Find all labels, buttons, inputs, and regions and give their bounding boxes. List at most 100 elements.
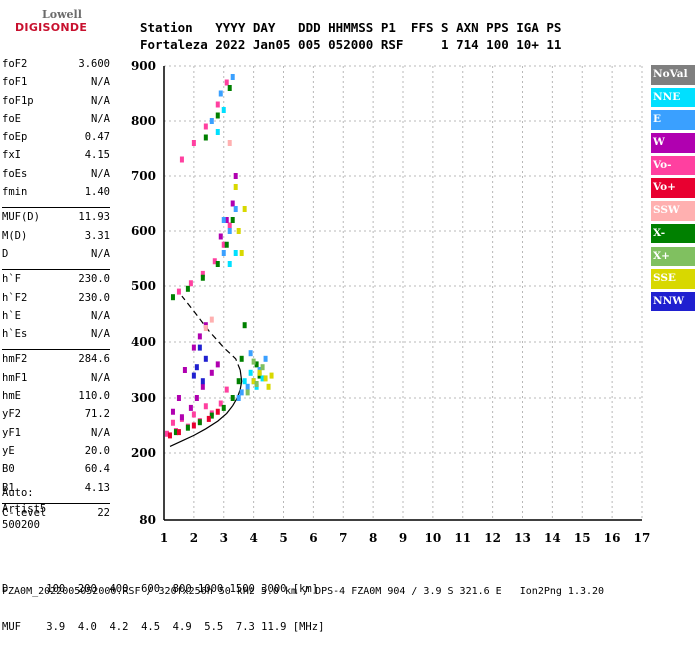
param-row: hmE 110.0 bbox=[2, 390, 110, 408]
param-label: fmin bbox=[2, 186, 28, 199]
echo-point-x bbox=[197, 419, 202, 426]
param-label: h`Es bbox=[2, 328, 28, 341]
echo-point-x bbox=[242, 322, 247, 329]
x-tick-label: 7 bbox=[339, 531, 347, 545]
param-row: D N/A bbox=[2, 248, 110, 266]
param-label: foF1 bbox=[2, 76, 28, 89]
param-label: h`E bbox=[2, 309, 21, 322]
echo-point-vo bbox=[224, 386, 229, 393]
param-row: MUF(D) 11.93 bbox=[2, 211, 110, 229]
echo-point-x bbox=[254, 361, 259, 368]
muf-table: D 100 200 400 600 800 1000 1500 3000 [km… bbox=[2, 558, 324, 646]
echo-point-nnw bbox=[200, 378, 205, 385]
echo-point-x bbox=[236, 378, 241, 385]
y-tick-label: 500 bbox=[131, 279, 156, 293]
param-label: h`F2 bbox=[2, 291, 28, 304]
param-row: hmF1 N/A bbox=[2, 372, 110, 390]
echo-point-nne bbox=[260, 375, 265, 382]
param-row: foEs N/A bbox=[2, 168, 110, 186]
echo-point-nne bbox=[248, 369, 253, 376]
echo-point-e bbox=[230, 74, 235, 80]
echo-point-vo bbox=[215, 101, 220, 108]
param-value: N/A bbox=[91, 371, 110, 384]
echo-point-nnw bbox=[194, 364, 199, 371]
y-tick-label: 900 bbox=[131, 59, 156, 73]
param-value: N/A bbox=[91, 76, 110, 89]
echo-point-x bbox=[209, 412, 214, 419]
param-label: MUF(D) bbox=[2, 211, 40, 224]
ionogram-chart: 1 2 3 4 5 6 7 8 9 10 11 12 13 14 15 16 17802003004005006… bbox=[131, 59, 650, 545]
electron-density-profile bbox=[169, 369, 243, 447]
echo-point-ssw bbox=[203, 325, 208, 331]
echo-point-w bbox=[176, 395, 181, 401]
param-value: N/A bbox=[91, 309, 110, 322]
echo-point-x bbox=[203, 134, 208, 141]
echo-point-sse bbox=[239, 250, 244, 256]
y-tick-label: 700 bbox=[131, 169, 156, 183]
echo-point-vo bbox=[191, 411, 196, 418]
x-tick-label: 10 bbox=[425, 531, 442, 545]
echo-point-vo bbox=[215, 408, 220, 415]
param-label: yE bbox=[2, 444, 15, 457]
param-row: C-level 22 bbox=[2, 507, 110, 525]
y-tick-label: 80 bbox=[139, 513, 156, 527]
echo-point-e bbox=[218, 90, 223, 97]
legend-item-nne: NNE bbox=[651, 87, 695, 108]
echo-point-vo bbox=[191, 422, 196, 429]
echo-point-x bbox=[200, 274, 205, 281]
param-value: 0.47 bbox=[84, 131, 110, 144]
param-row: fxI 4.15 bbox=[2, 149, 110, 167]
param-row: foF1p N/A bbox=[2, 95, 110, 113]
param-row: yF1 N/A bbox=[2, 427, 110, 445]
param-label: h`F bbox=[2, 273, 21, 286]
echo-point-vo bbox=[221, 241, 226, 248]
echo-point-w bbox=[230, 200, 235, 207]
param-row: fmin 1.40 bbox=[2, 186, 110, 204]
echo-point-x bbox=[239, 355, 244, 362]
echo-point-x bbox=[230, 217, 235, 223]
echo-point-vo bbox=[224, 79, 229, 86]
echo-point-w bbox=[215, 361, 220, 368]
echo-point-w bbox=[188, 404, 193, 411]
echo-point-x bbox=[185, 285, 190, 292]
echo-point-e bbox=[236, 395, 241, 401]
legend-item-x: X+ bbox=[651, 246, 695, 266]
echo-point-sse bbox=[233, 184, 238, 190]
legend-item-w: W bbox=[651, 133, 695, 153]
echo-point-sse bbox=[269, 372, 274, 379]
auto-software: Artist5 bbox=[2, 503, 47, 515]
echo-point-sse bbox=[242, 206, 247, 212]
echo-point-x bbox=[224, 241, 229, 248]
echo-point-x bbox=[230, 395, 235, 401]
param-separator bbox=[2, 269, 110, 271]
echo-point-sse bbox=[263, 375, 268, 382]
x-tick-label: 14 bbox=[544, 531, 561, 545]
param-value: N/A bbox=[91, 426, 110, 439]
echo-point-x bbox=[185, 424, 190, 431]
param-value: 110.0 bbox=[78, 390, 110, 403]
echo-point-e bbox=[233, 206, 238, 212]
echo-point-x bbox=[215, 261, 220, 267]
legend-item-ssw: SSW bbox=[651, 201, 695, 221]
polarization-legend: NoVal NNE E W Vo- Vo+ SSW X- X+ SSE NNW bbox=[651, 65, 695, 315]
echo-point-nne bbox=[242, 378, 247, 385]
x-tick-label: 16 bbox=[604, 531, 621, 545]
profile-curve bbox=[169, 295, 243, 447]
echo-point-e bbox=[221, 217, 226, 223]
param-value: 230.0 bbox=[78, 273, 110, 286]
x-tick-label: 9 bbox=[399, 531, 407, 545]
x-tick-label: 13 bbox=[514, 531, 531, 545]
echo-point-w bbox=[233, 173, 238, 179]
echo-point-w bbox=[200, 383, 205, 390]
param-row: B0 60.4 bbox=[2, 463, 110, 481]
param-row: h`Es N/A bbox=[2, 328, 110, 346]
echo-point-e bbox=[209, 118, 214, 124]
param-row: foE N/A bbox=[2, 113, 110, 131]
legend-item-noval: NoVal bbox=[651, 65, 695, 85]
echo-point-w bbox=[179, 414, 184, 421]
param-value: 1.40 bbox=[84, 186, 110, 199]
echo-point-w bbox=[191, 344, 196, 351]
echo-point-w bbox=[194, 395, 199, 401]
param-row: h`F2 230.0 bbox=[2, 292, 110, 310]
echo-point-sse bbox=[266, 383, 271, 390]
